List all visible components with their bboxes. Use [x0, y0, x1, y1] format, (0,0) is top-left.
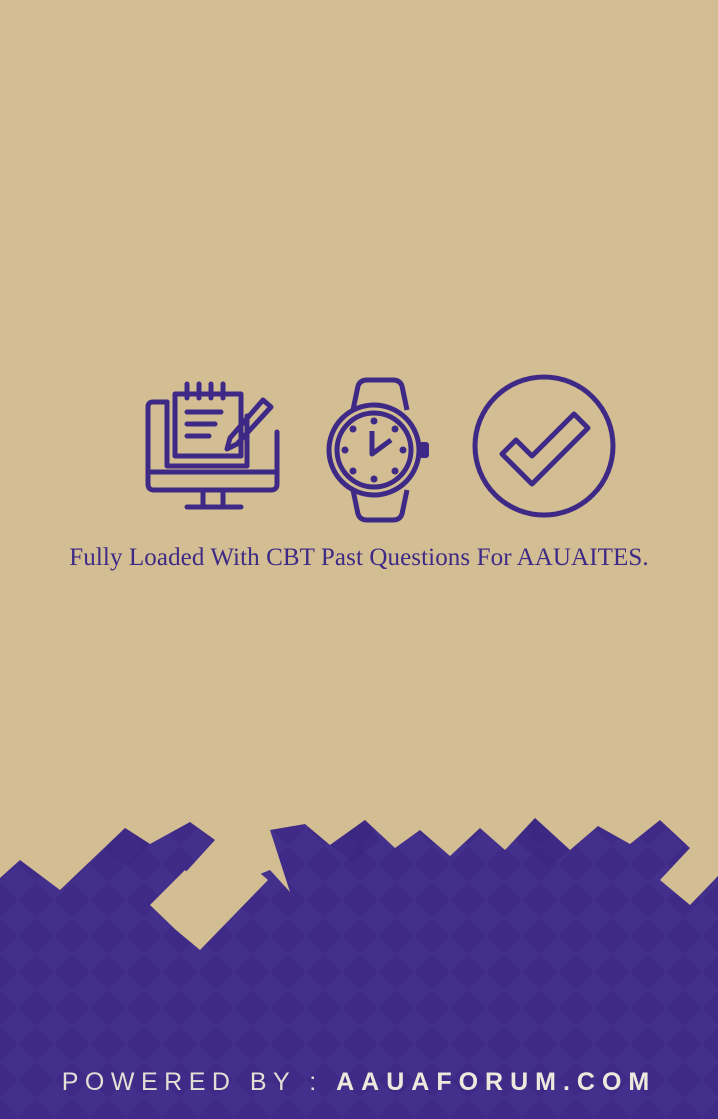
feature-icons-row [0, 370, 718, 530]
wristwatch-icon [326, 377, 429, 523]
computer-notepad-icon [145, 381, 280, 510]
checkmark-circle-icon [472, 374, 616, 518]
powered-by-text: POWERED BY : AAUAFORUM.COM [0, 1064, 718, 1100]
tagline-text: Fully Loaded With CBT Past Questions For… [69, 544, 649, 571]
powered-by-site: AAUAFORUM.COM [336, 1068, 657, 1096]
powered-by-prefix: POWERED BY : [61, 1068, 337, 1096]
